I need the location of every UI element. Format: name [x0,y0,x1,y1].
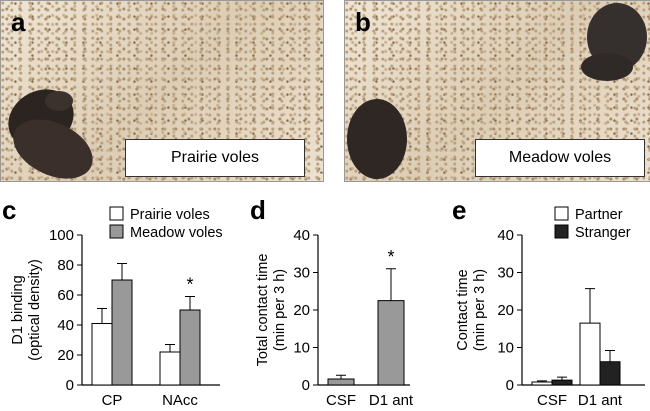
bar-c-cp-0 [91,323,113,386]
bar-d-csf-0 [327,378,355,386]
legend-label-c-prairie-voles: Prairie voles [130,207,210,223]
legend-label-c-meadow-voles: Meadow voles [130,225,223,241]
meadow-voles-image [347,3,647,179]
bar-e-csf-0 [531,381,553,386]
prairie-voles-image [8,89,93,179]
y-tick-label-c-100: 100 [49,227,74,244]
x-tick-label-c-nacc: NAcc [162,392,198,409]
y-tick-label-d-30: 30 [293,265,310,282]
y-tick-label-c-0: 0 [66,377,74,394]
legend-label-e-stranger: Stranger [575,225,631,241]
y-tick-label-c-80: 80 [57,257,74,274]
bar-c-nacc-1 [179,309,201,386]
panel-letter-a: a [11,7,26,37]
significance-c-nacc: * [186,275,193,295]
y-tick-label-d-20: 20 [293,302,310,319]
panel-letter-c: c [2,195,17,225]
y-tick-label-c-20: 20 [57,347,74,364]
y-tick-label-d-40: 40 [293,227,310,244]
total-contact-time-chart: 0 10 20 30 40 Total contact time (min per 3 h)… [255,227,414,409]
legend-swatch-c-meadow-voles [109,224,124,239]
photo-panel-a: a Prairie voles [0,0,324,182]
y-tick-label-e-30: 30 [497,265,514,282]
panel-letter-e: e [452,195,467,225]
x-tick-label-e-d1-ant: D1 ant [578,392,623,409]
y-tick-label-c-40: 40 [57,317,74,334]
y-tick-label-e-0: 0 [506,377,514,394]
y-tick-label-d-0: 0 [302,377,310,394]
legend-swatch-e-stranger [554,224,569,239]
legend-swatch-c-prairie-voles [109,206,124,221]
bar-d-d1-ant-0 [377,300,405,386]
d1-binding-chart: 0 20 40 60 80 100 D1 binding (optical density) C… [10,206,223,409]
bar-c-cp-1 [111,279,133,386]
photo-label-meadow-voles: Meadow voles [475,139,645,177]
y-axis-label-e-1: (min per 3 h) [472,269,488,351]
bar-e-d1-ant-0 [579,322,601,386]
x-tick-label-e-csf: CSF [537,392,567,409]
x-tick-label-d-csf: CSF [326,392,356,409]
contact-time-chart: 0 10 20 30 40 Contact time (min per 3 h) CSF D1 … [455,206,645,409]
y-axis-label-d-0: Total contact time [255,254,271,367]
panel-letter-b: b [355,7,371,37]
y-tick-label-e-40: 40 [497,227,514,244]
photo-label-prairie-voles: Prairie voles [125,139,305,177]
y-tick-label-c-60: 60 [57,287,74,304]
y-axis-label-e-0: Contact time [455,269,471,350]
y-axis-label-d-1: (min per 3 h) [272,269,288,351]
y-axis-label-c-1: (optical density) [27,259,43,361]
bar-e-d1-ant-1 [599,361,621,386]
legend-label-e-partner: Partner [575,207,623,223]
x-tick-label-d-d1-ant: D1 ant [369,392,414,409]
legend-swatch-e-partner [554,206,569,221]
y-tick-label-e-10: 10 [497,340,514,357]
bar-c-nacc-0 [159,351,181,386]
y-tick-label-e-20: 20 [497,302,514,319]
x-tick-label-c-cp: CP [102,392,123,409]
y-tick-label-d-10: 10 [293,340,310,357]
y-axis-label-c-0: D1 binding [10,275,26,344]
photo-panel-b: b Meadow voles [344,0,650,182]
significance-d-d1-ant: * [387,247,394,267]
bar-e-csf-1 [551,379,573,386]
panel-letter-d: d [250,195,266,225]
